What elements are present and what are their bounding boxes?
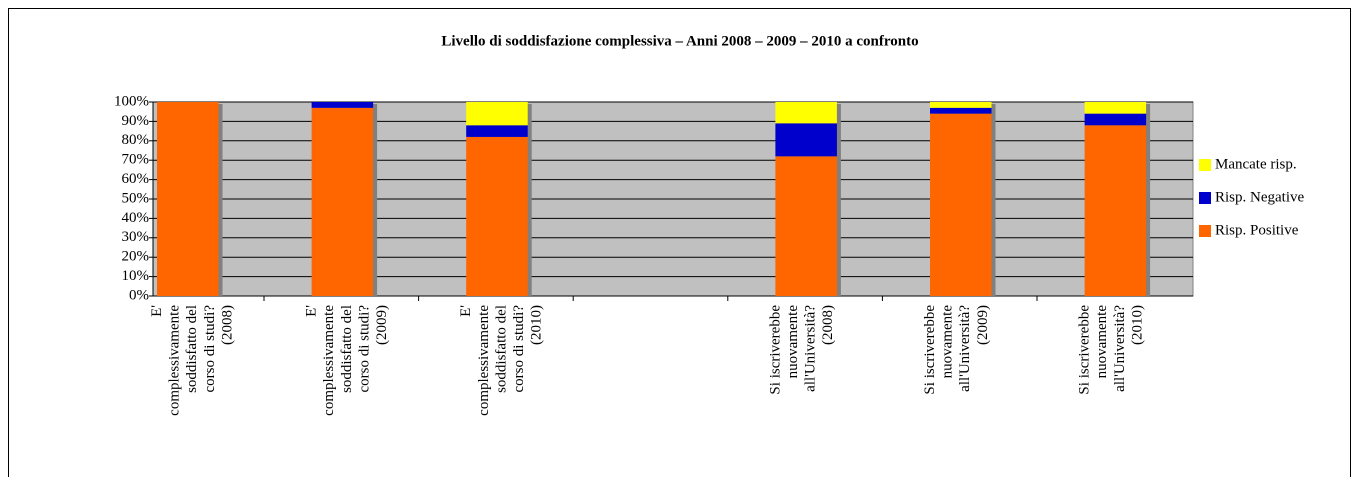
bar-segment	[311, 102, 374, 108]
bar-segment	[466, 102, 528, 126]
chart-title: Livello di soddisfazione complessiva – A…	[441, 33, 918, 49]
y-tick-label: 10%	[122, 268, 150, 284]
y-tick-label: 50%	[122, 190, 150, 206]
bar-segment	[930, 113, 992, 296]
bar-segment	[775, 102, 837, 124]
x-tick-label: Si iscriverebbe nuovamente all'Università?…	[1077, 305, 1146, 395]
legend-swatch	[1199, 192, 1211, 204]
x-tick-label: Si iscriverebbe nuovamente all'Università?…	[922, 305, 991, 395]
y-tick-label: 70%	[122, 152, 150, 168]
y-tick-label: 30%	[122, 229, 150, 245]
bar-segment	[930, 102, 992, 108]
bar-segment	[466, 125, 528, 137]
legend-label: Risp. Negative	[1215, 189, 1304, 205]
bar-segment	[311, 107, 374, 296]
legend-swatch	[1199, 159, 1211, 171]
x-tick-label: E' complessivamente soddisfatto del corso d…	[459, 305, 545, 416]
y-tick-label: 40%	[122, 210, 150, 226]
bar-segment	[1084, 102, 1147, 114]
x-tick-label: E' complessivamente soddisfatto del corso d…	[149, 305, 235, 416]
y-tick-label: 80%	[122, 132, 150, 148]
chart-frame	[8, 8, 1351, 477]
bar-segment	[466, 136, 528, 296]
bar-segment	[930, 107, 992, 114]
legend-label: Risp. Positive	[1215, 222, 1299, 238]
x-tick-label: Si iscriverebbe nuovamente all'Università?…	[768, 305, 837, 395]
legend-swatch	[1199, 225, 1211, 237]
y-tick-label: 100%	[114, 93, 149, 109]
y-tick-label: 90%	[122, 113, 150, 129]
x-tick-label: E' complessivamente soddisfatto del corso d…	[304, 305, 390, 416]
bar-segment	[1084, 113, 1147, 126]
bar-segment	[775, 123, 837, 157]
y-tick-label: 60%	[122, 171, 150, 187]
y-tick-label: 0%	[129, 287, 149, 303]
bar-segment	[775, 156, 837, 296]
y-tick-label: 20%	[122, 249, 150, 265]
bar-segment	[157, 102, 219, 296]
bar-segment	[1084, 125, 1147, 296]
legend-label: Mancate risp.	[1215, 156, 1297, 172]
